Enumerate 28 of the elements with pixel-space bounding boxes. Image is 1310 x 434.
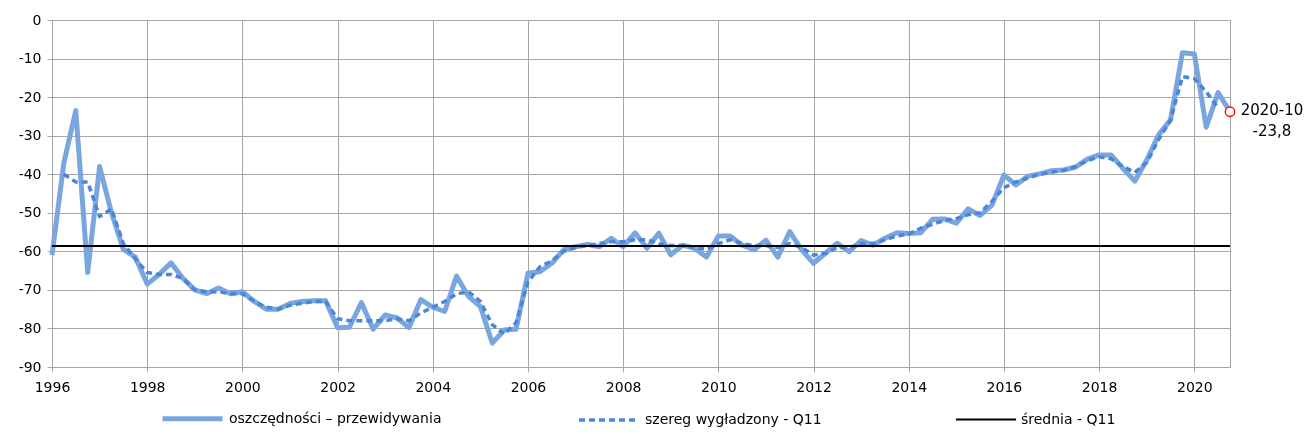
- x-tick-label: 2020: [1176, 378, 1213, 395]
- y-tick-label: -30: [18, 127, 42, 144]
- x-tick-label: 1996: [34, 378, 71, 395]
- x-tick-label: 2002: [320, 378, 356, 395]
- y-tick-label: -70: [18, 281, 42, 298]
- legend-label: oszczędności – przewidywania: [229, 409, 442, 426]
- y-tick-label: -90: [18, 358, 42, 375]
- legend-label: średnia - Q11: [1021, 410, 1116, 427]
- x-tick-label: 1998: [129, 378, 166, 395]
- x-tick-label: 2016: [986, 378, 1023, 395]
- x-tick-label: 2000: [225, 378, 261, 395]
- x-tick-label: 2008: [605, 378, 642, 395]
- y-tick-label: -80: [18, 319, 42, 336]
- x-tick-label: 2006: [510, 378, 547, 395]
- y-tick-label: -60: [18, 242, 42, 259]
- x-tick-label: 2004: [415, 378, 452, 395]
- x-tick-label: 2018: [1081, 378, 1118, 395]
- y-tick-label: -50: [18, 204, 42, 221]
- x-tick-label: 2010: [701, 378, 737, 395]
- y-tick-label: -20: [18, 88, 42, 105]
- y-tick-label: 0: [32, 11, 42, 28]
- y-tick-label: -40: [18, 165, 42, 182]
- y-tick-label: -10: [18, 50, 42, 67]
- annotation: -23,8: [1252, 121, 1292, 140]
- annotation: 2020-10: [1240, 100, 1304, 119]
- x-tick-label: 2012: [796, 378, 832, 395]
- x-tick-label: 2014: [891, 378, 928, 395]
- legend-label: szereg wygładzony - Q11: [645, 411, 822, 427]
